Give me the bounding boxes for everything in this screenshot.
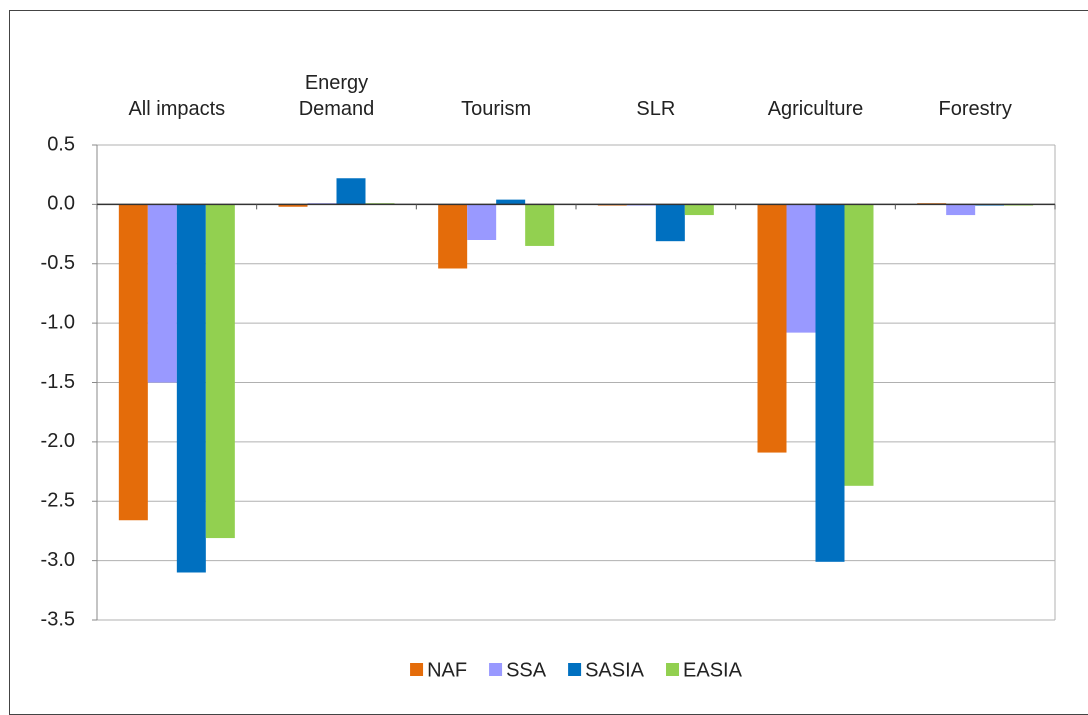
- legend-label: SASIA: [585, 659, 645, 681]
- legend-swatch: [568, 663, 582, 676]
- x-tick-label: Tourism: [461, 98, 532, 120]
- bar: [467, 204, 497, 240]
- legend-swatch: [489, 663, 503, 676]
- bar: [815, 204, 845, 562]
- x-tick-label: Agriculture: [767, 98, 864, 120]
- y-tick-label: -2.0: [41, 430, 75, 452]
- x-tick-label: All impacts: [128, 98, 226, 120]
- bar: [147, 204, 177, 383]
- x-tick-label: SLR: [636, 98, 676, 120]
- bar: [438, 204, 468, 269]
- y-tick-label: 0.0: [47, 193, 75, 215]
- bar: [786, 204, 816, 333]
- y-tick-label: -0.5: [41, 252, 75, 274]
- bar: [118, 204, 148, 521]
- bar: [496, 199, 526, 205]
- bar: [844, 204, 874, 486]
- x-tick-label: Energy Demand: [298, 72, 375, 120]
- legend-label: EASIA: [683, 659, 743, 681]
- bar: [757, 204, 787, 453]
- legend-swatch: [666, 663, 680, 676]
- legend: NAF SSA SASIA EASIA: [410, 659, 743, 681]
- y-tick-label: -2.5: [41, 490, 75, 512]
- bar: [525, 204, 555, 246]
- y-tick-label: -1.0: [41, 311, 75, 333]
- bar: [176, 204, 206, 573]
- y-tick-label: -3.0: [41, 549, 75, 571]
- legend-label: SSA: [506, 659, 547, 681]
- bar: [336, 178, 366, 205]
- legend-swatch: [410, 663, 424, 676]
- y-tick-label: 0.5: [47, 133, 75, 155]
- bar: [205, 204, 235, 539]
- bar: [278, 204, 308, 207]
- x-tick-label: Forestry: [938, 98, 1012, 120]
- y-tick-label: -1.5: [41, 371, 75, 393]
- y-tick-label: -3.5: [41, 608, 75, 630]
- bar: [684, 204, 714, 216]
- bar: [946, 204, 976, 216]
- legend-label: NAF: [427, 659, 467, 681]
- bar: [655, 204, 685, 242]
